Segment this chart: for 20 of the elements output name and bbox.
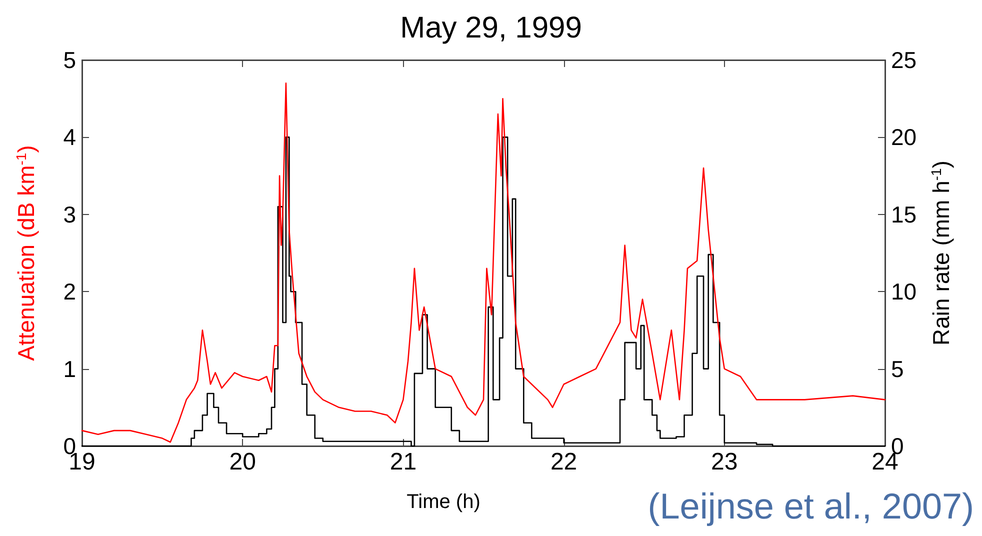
y2-tick-label: 25 <box>891 47 917 73</box>
y-axis-title: Attenuation (dB km-1) <box>13 145 39 361</box>
y2-tick-label: 5 <box>891 356 904 382</box>
y2-tick-label: 10 <box>891 278 917 305</box>
x-axis-title: Time (h) <box>406 491 480 513</box>
y-tick-label: 5 <box>63 47 76 73</box>
y2-tick-label: 20 <box>891 124 917 150</box>
x-tick-label: 22 <box>550 448 578 476</box>
x-tick-label: 20 <box>229 448 256 476</box>
y-tick-label: 1 <box>63 356 76 382</box>
text: (Leijnse et al., 2007) <box>648 486 974 526</box>
chart-title: May 29, 1999 <box>400 12 582 44</box>
x-tick-label: 21 <box>390 448 417 476</box>
y-tick-label: 3 <box>63 201 76 228</box>
line-series <box>81 82 886 443</box>
x-tick-label: 23 <box>711 448 738 476</box>
y2-tick-label: 15 <box>891 201 917 228</box>
y-tick-label: 4 <box>63 124 76 150</box>
y-tick-label: 2 <box>63 278 76 305</box>
y2-axis-title: Rain rate (mm h-1) <box>928 160 954 346</box>
